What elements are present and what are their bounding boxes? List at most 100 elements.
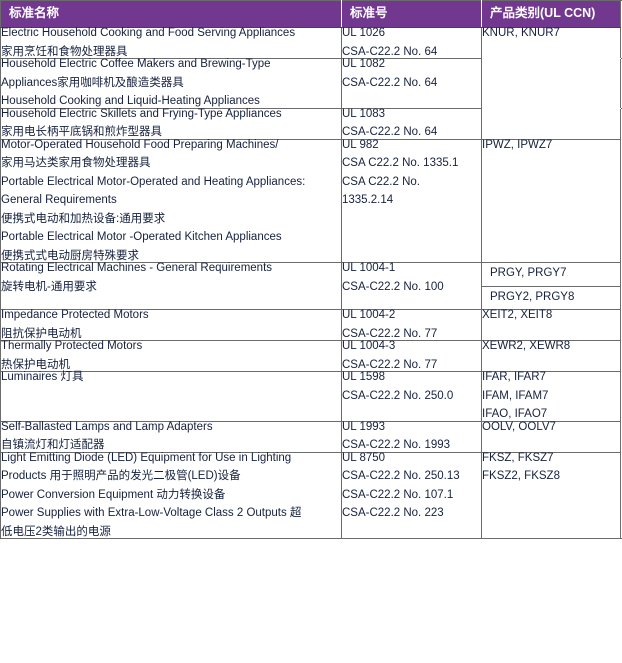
standards-table: 标准名称 标准号 产品类别(UL CCN) Electric Household… [0,0,621,539]
cell-product-category: FKSZ, FKSZ7 FKSZ2, FKSZ8 [481,451,621,539]
cell-product-category: OOLV, OOLV7 [481,420,621,452]
cell-standard-name: Motor-Operated Household Food Preparing … [0,138,342,263]
cell-product-category: XEWR2, XEWR8 [481,340,621,372]
text-line: 自镇流灯和灯适配器 [1,439,105,451]
product-category-subcell: PRGY, PRGY7 [482,263,621,286]
text-line: KNUR, KNUR7 [482,27,560,39]
cell-standard-number: UL 1004-3 CSA-C22.2 No. 77 [341,340,482,372]
text-line: PRGY, PRGY7 [490,267,567,279]
text-line: Power Supplies with Extra-Low-Voltage Cl… [1,507,302,519]
text-line: UL 1993 [342,420,386,433]
text-line: 1335.2.14 [342,194,394,206]
text-line: UL 1004-1 [342,262,396,274]
text-line: Power Conversion Equipment 动力转换设备 [1,488,226,501]
text-line: IFAO, IFAO7 [482,408,548,420]
cell-standard-number: UL 1026 CSA-C22.2 No. 64 [341,27,482,59]
table-row: Self-Ballasted Lamps and Lamp Adapters 自镇… [0,420,621,452]
cell-standard-number: UL 8750 CSA-C22.2 No. 250.13 CSA-C22.2 No.… [341,451,482,539]
text-line: CSA-C22.2 No. 1993 [342,439,451,451]
text-line: Thermally Protected Motors [1,340,143,352]
text-line: General Requirements [1,194,117,206]
text-line: Appliances家用咖啡机及酿造类器具 [1,76,184,89]
text-line: CSA-C22.2 No. 250.0 [342,389,454,402]
text-line: CSA C22.2 No. 1335.1 [342,157,459,169]
text-line: 家用电长柄平底锅和煎炸型器具 [1,126,162,138]
cell-standard-name: Thermally Protected Motors 热保护电动机 [0,340,342,372]
text-line: OOLV, OOLV7 [482,420,556,433]
text-line: 家用烹饪和食物处理器具 [1,45,128,58]
text-line: PRGY2, PRGY8 [490,290,575,303]
text-line: Portable Electrical Motor-Operated and H… [1,175,306,188]
table-row: Household Electric Coffee Makers and Bre… [0,58,621,108]
text-line: CSA C22.2 No. [342,175,420,188]
text-line: Light Emitting Diode (LED) Equipment for… [1,451,292,464]
text-line: CSA-C22.2 No. 77 [342,358,438,371]
text-line: 旋转电机-通用要求 [1,280,97,293]
cell-product-category: IPWZ, IPWZ7 [481,138,621,263]
product-category-subcell: PRGY2, PRGY8 [482,285,621,310]
table-row: Luminaires 灯具 UL 1598 CSA-C22.2 No. 250.0 I… [0,371,621,421]
text-line: UL 1004-3 [342,340,396,352]
text-line: XEWR2, XEWR8 [482,340,571,352]
text-line: Rotating Electrical Machines - General R… [1,262,273,274]
text-line: 热保护电动机 [1,358,70,371]
text-line: Luminaires 灯具 [1,371,84,383]
text-line: Household Cooking and Liquid-Heating App… [1,95,260,107]
cell-standard-name: Electric Household Cooking and Food Serv… [0,27,342,59]
text-line: CSA-C22.2 No. 223 [342,507,444,519]
text-line: Portable Electrical Motor -Operated Kitc… [1,231,282,243]
column-header-standard-number: 标准号 [341,0,482,28]
column-header-standard-name: 标准名称 [0,0,342,28]
text-line: 阻抗保护电动机 [1,327,82,340]
text-line: CSA-C22.2 No. 107.1 [342,488,454,501]
text-line: 便携式式电动厨房特殊要求 [1,249,139,262]
text-line: CSA-C22.2 No. 77 [342,327,438,340]
table-body: Electric Household Cooking and Food Serv… [0,27,621,539]
cell-standard-number: UL 1082 CSA-C22.2 No. 64 [341,58,482,108]
text-line: UL 982 [342,138,379,151]
table-row: Household Electric Skillets and Frying-T… [0,107,621,139]
text-line: Motor-Operated Household Food Preparing … [1,138,279,151]
text-line: 便携式电动和加热设备:通用要求 [1,212,166,225]
text-line: FKSZ2, FKSZ8 [482,470,560,482]
text-line: Household Electric Coffee Makers and Bre… [1,58,271,70]
text-line: 家用马达类家用食物处理器具 [1,157,151,169]
text-line: Products 用于照明产品的发光二极管(LED)设备 [1,470,241,482]
table-row: Impedance Protected Motors 阻抗保护电动机 UL 1004… [0,309,621,341]
cell-standard-number: UL 1993 CSA-C22.2 No. 1993 [341,420,482,452]
text-line: Household Electric Skillets and Frying-T… [1,107,282,120]
text-line: UL 1004-2 [342,309,396,321]
text-line: CSA-C22.2 No. 100 [342,280,444,293]
cell-standard-name: Household Electric Skillets and Frying-T… [0,107,342,139]
table-header: 标准名称 标准号 产品类别(UL CCN) [0,0,621,28]
table-row: Rotating Electrical Machines - General R… [0,262,621,310]
text-line: CSA-C22.2 No. 64 [342,76,438,89]
cell-standard-number: UL 1598 CSA-C22.2 No. 250.0 [341,371,482,421]
cell-product-category: KNUR, KNUR7 [481,27,621,139]
table-row: Light Emitting Diode (LED) Equipment for… [0,451,621,539]
cell-standard-number: UL 1083 CSA-C22.2 No. 64 [341,107,482,139]
text-line: UL 1598 [342,371,386,383]
cell-standard-number: UL 982 CSA C22.2 No. 1335.1 CSA C22.2 No. 1… [341,138,482,263]
cell-standard-name: Self-Ballasted Lamps and Lamp Adapters 自镇… [0,420,342,452]
header-row: 标准名称 标准号 产品类别(UL CCN) [0,0,621,28]
text-line: Electric Household Cooking and Food Serv… [1,27,296,39]
text-line: CSA-C22.2 No. 64 [342,126,438,138]
text-line: Impedance Protected Motors [1,309,149,321]
table-row: Electric Household Cooking and Food Serv… [0,27,621,139]
cell-standard-name: Impedance Protected Motors 阻抗保护电动机 [0,309,342,341]
text-line: UL 8750 [342,451,386,464]
cell-standard-name: Light Emitting Diode (LED) Equipment for… [0,451,342,539]
text-line: UL 1026 [342,27,386,39]
text-line: FKSZ, FKSZ7 [482,451,554,464]
cell-product-category: XEIT2, XEIT8 [481,309,621,341]
text-line: UL 1083 [342,107,386,120]
text-line: IFAM, IFAM7 [482,389,549,402]
text-line: 低电压2类输出的电源 [1,525,111,538]
cell-standard-number: UL 1004-2 CSA-C22.2 No. 77 [341,309,482,341]
table-row: Thermally Protected Motors 热保护电动机 UL 1004-… [0,340,621,372]
cell-standard-name: Luminaires 灯具 [0,371,342,421]
text-line: XEIT2, XEIT8 [482,309,553,321]
cell-standard-name: Household Electric Coffee Makers and Bre… [0,58,342,108]
text-line: UL 1082 [342,58,386,70]
